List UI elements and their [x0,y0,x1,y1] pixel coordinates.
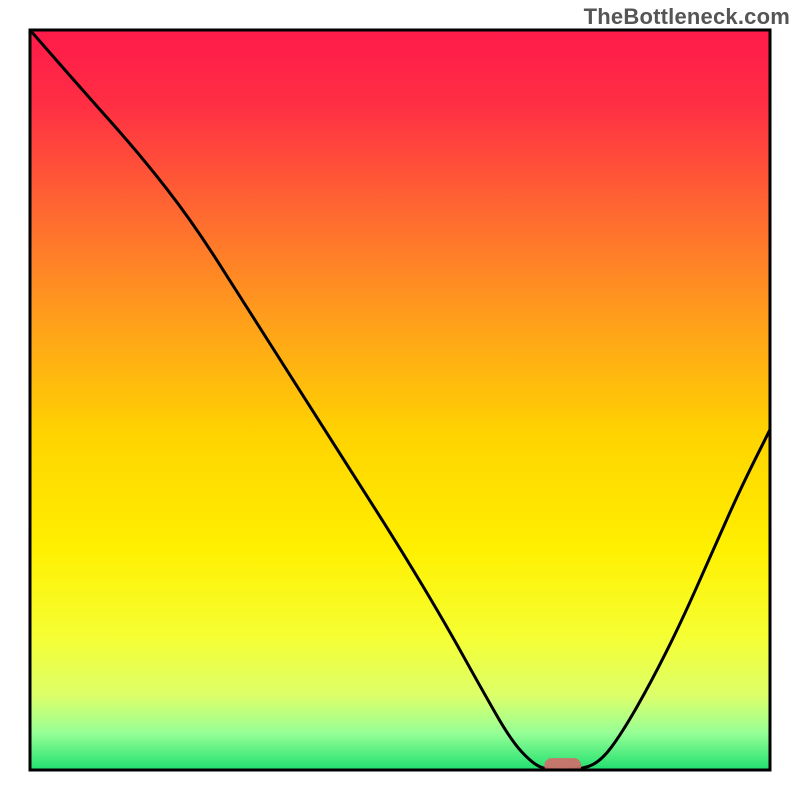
gradient-background [30,30,770,770]
watermark-text: TheBottleneck.com [584,4,790,30]
bottleneck-chart [0,0,800,800]
chart-container: TheBottleneck.com [0,0,800,800]
plot-area [30,30,770,773]
